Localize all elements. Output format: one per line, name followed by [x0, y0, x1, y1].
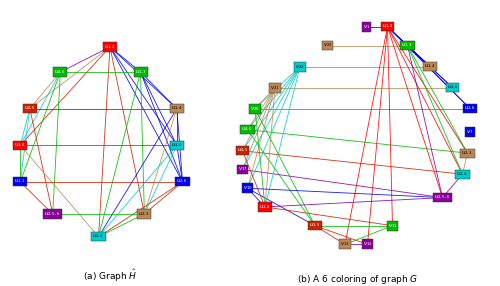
Text: $u_{3,5}$: $u_{3,5}$ — [309, 222, 321, 229]
Text: $v_1$: $v_1$ — [362, 23, 370, 31]
Text: $u_{2,5,6}$: $u_{2,5,6}$ — [44, 210, 61, 218]
Text: $u_{1,5}$: $u_{1,5}$ — [446, 84, 458, 91]
Text: $v_{10}$: $v_{10}$ — [242, 184, 252, 192]
Text: $u_{2,4}$: $u_{2,4}$ — [92, 233, 104, 241]
Text: $u_{2,5,6}$: $u_{2,5,6}$ — [434, 194, 451, 201]
Text: $v_{23}$: $v_{23}$ — [322, 41, 332, 49]
Text: $v_7$: $v_7$ — [466, 128, 473, 136]
Text: $u_{2,6}$: $u_{2,6}$ — [464, 105, 476, 112]
Text: $v_{21}$: $v_{21}$ — [270, 84, 280, 92]
Text: $u_{2,4}$: $u_{2,4}$ — [456, 171, 468, 178]
Text: $u_{1,4}$: $u_{1,4}$ — [170, 105, 183, 112]
Text: $u_{1,4}$: $u_{1,4}$ — [424, 63, 436, 70]
Text: $v_{22}$: $v_{22}$ — [295, 63, 305, 71]
Text: $v_{12}$: $v_{12}$ — [362, 241, 372, 248]
Text: $u_{3,6}$: $u_{3,6}$ — [14, 142, 26, 149]
Text: $v_{20}$: $v_{20}$ — [250, 105, 260, 113]
Text: $u_{1,2}$: $u_{1,2}$ — [104, 43, 116, 51]
Text: (b) A 6 coloring of graph $G$: (b) A 6 coloring of graph $G$ — [297, 273, 418, 286]
Text: $u_{4,6}$: $u_{4,6}$ — [242, 126, 254, 133]
Text: $v_{17}$: $v_{17}$ — [238, 166, 248, 174]
Text: $u_{4,6}$: $u_{4,6}$ — [54, 68, 66, 76]
Text: $u_{1,1}$: $u_{1,1}$ — [14, 178, 26, 186]
Text: $u_{2,6}$: $u_{2,6}$ — [176, 178, 188, 186]
Text: $u_{4,5}$: $u_{4,5}$ — [24, 105, 36, 112]
Text: $u_{1,2}$: $u_{1,2}$ — [382, 23, 394, 30]
Text: $v_{13}$: $v_{13}$ — [340, 241, 350, 248]
Text: $u_{1,3}$: $u_{1,3}$ — [134, 68, 146, 76]
Text: $v_{11}$: $v_{11}$ — [388, 222, 398, 230]
Text: $u_{2,3}$: $u_{2,3}$ — [462, 150, 473, 157]
Text: $u_{1,5}$: $u_{1,5}$ — [171, 142, 183, 149]
Text: $u_{1,3}$: $u_{1,3}$ — [402, 42, 413, 49]
Text: (a) Graph $\hat{H}$: (a) Graph $\hat{H}$ — [83, 267, 137, 284]
Text: $u_{2,3}$: $u_{2,3}$ — [138, 210, 150, 218]
Text: $u_{3,6}$: $u_{3,6}$ — [259, 203, 271, 210]
Text: $u_{4,5}$: $u_{4,5}$ — [236, 147, 248, 154]
